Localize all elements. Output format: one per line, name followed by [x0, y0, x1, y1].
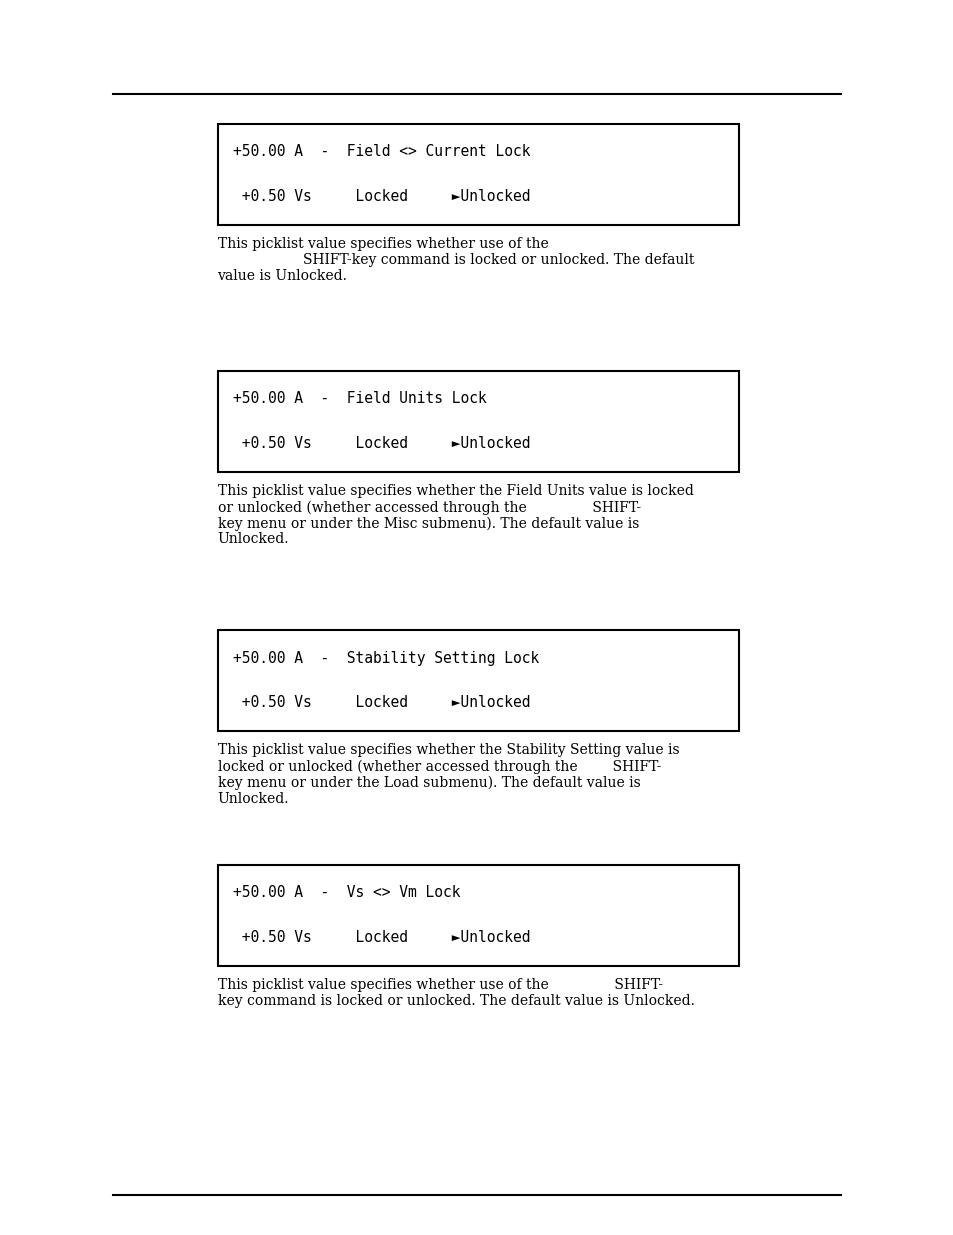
- Text: key command is locked or unlocked. The default value is Unlocked.: key command is locked or unlocked. The d…: [217, 994, 694, 1008]
- Text: This picklist value specifies whether use of the               SHIFT-: This picklist value specifies whether us…: [217, 978, 662, 992]
- Bar: [217, 124, 739, 225]
- Text: This picklist value specifies whether the Stability Setting value is: This picklist value specifies whether th…: [217, 743, 679, 757]
- Text: This picklist value specifies whether the Field Units value is locked: This picklist value specifies whether th…: [217, 484, 693, 498]
- Bar: [217, 864, 739, 966]
- Text: locked or unlocked (whether accessed through the        SHIFT-: locked or unlocked (whether accessed thr…: [217, 760, 660, 774]
- Text: or unlocked (whether accessed through the               SHIFT-: or unlocked (whether accessed through th…: [217, 500, 640, 515]
- Text: key menu or under the Load submenu). The default value is: key menu or under the Load submenu). The…: [217, 776, 639, 790]
- Text: Unlocked.: Unlocked.: [217, 532, 289, 546]
- Text: Unlocked.: Unlocked.: [217, 792, 289, 805]
- Text: +0.50 Vs     Locked     ►Unlocked: +0.50 Vs Locked ►Unlocked: [233, 930, 530, 945]
- Text: +50.00 A  -  Field Units Lock: +50.00 A - Field Units Lock: [233, 391, 486, 406]
- Text: key menu or under the Misc submenu). The default value is: key menu or under the Misc submenu). The…: [217, 516, 639, 531]
- Text: This picklist value specifies whether use of the: This picklist value specifies whether us…: [217, 237, 548, 251]
- Text: +0.50 Vs     Locked     ►Unlocked: +0.50 Vs Locked ►Unlocked: [233, 695, 530, 710]
- Text: +50.00 A  -  Vs <> Vm Lock: +50.00 A - Vs <> Vm Lock: [233, 885, 459, 900]
- Text: +0.50 Vs     Locked     ►Unlocked: +0.50 Vs Locked ►Unlocked: [233, 436, 530, 451]
- Text: +0.50 Vs     Locked     ►Unlocked: +0.50 Vs Locked ►Unlocked: [233, 189, 530, 204]
- Text: +50.00 A  -  Field <> Current Lock: +50.00 A - Field <> Current Lock: [233, 144, 530, 159]
- Bar: [217, 630, 739, 731]
- Text: value is Unlocked.: value is Unlocked.: [217, 269, 347, 283]
- Text: +50.00 A  -  Stability Setting Lock: +50.00 A - Stability Setting Lock: [233, 651, 538, 666]
- Bar: [217, 370, 739, 472]
- Text: SHIFT-key command is locked or unlocked. The default: SHIFT-key command is locked or unlocked.…: [303, 253, 694, 267]
